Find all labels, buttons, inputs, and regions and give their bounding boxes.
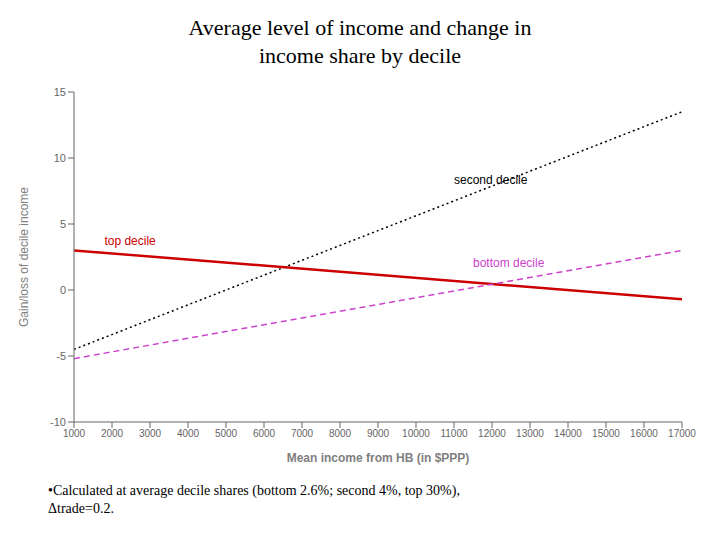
- html-text:•Calculated at average decile: •Calculated at average decile shares (bo…: [48, 483, 460, 498]
- svg-text:14000: 14000: [554, 428, 582, 439]
- svg-text:10000: 10000: [402, 428, 430, 439]
- svg-text:15000: 15000: [592, 428, 620, 439]
- svg-text:-10: -10: [50, 416, 66, 428]
- svg-text:4000: 4000: [177, 428, 200, 439]
- svg-text:5000: 5000: [215, 428, 238, 439]
- svg-text:9000: 9000: [367, 428, 390, 439]
- svg-text:Mean income from HB (in $PPP): Mean income from HB (in $PPP): [287, 451, 470, 465]
- svg-text:2000: 2000: [101, 428, 124, 439]
- svg-text:10: 10: [54, 152, 66, 164]
- svg-text:3000: 3000: [139, 428, 162, 439]
- svg-text:Gain/loss of decile income: Gain/loss of decile income: [17, 187, 31, 327]
- svg-text:12000: 12000: [478, 428, 506, 439]
- svg-text:16000: 16000: [630, 428, 658, 439]
- html-text:income share by decile: income share by decile: [258, 43, 462, 68]
- svg-text:11000: 11000: [440, 428, 468, 439]
- svg-text:17000: 17000: [668, 428, 696, 439]
- html-text:Average level of income and ch: Average level of income and change in: [188, 15, 532, 40]
- svg-text:6000: 6000: [253, 428, 276, 439]
- svg-text:1000: 1000: [63, 428, 86, 439]
- html-text:Δtrade=0.2.: Δtrade=0.2.: [48, 501, 114, 516]
- svg-text:5: 5: [60, 218, 66, 230]
- svg-text:15: 15: [54, 86, 66, 98]
- svg-text:8000: 8000: [329, 428, 352, 439]
- svg-text:top decile: top decile: [104, 234, 156, 248]
- svg-text:7000: 7000: [291, 428, 314, 439]
- svg-text:0: 0: [60, 284, 66, 296]
- svg-text:-5: -5: [56, 350, 66, 362]
- svg-text:second decile: second decile: [454, 173, 528, 187]
- svg-text:bottom decile: bottom decile: [473, 256, 545, 270]
- svg-text:13000: 13000: [516, 428, 544, 439]
